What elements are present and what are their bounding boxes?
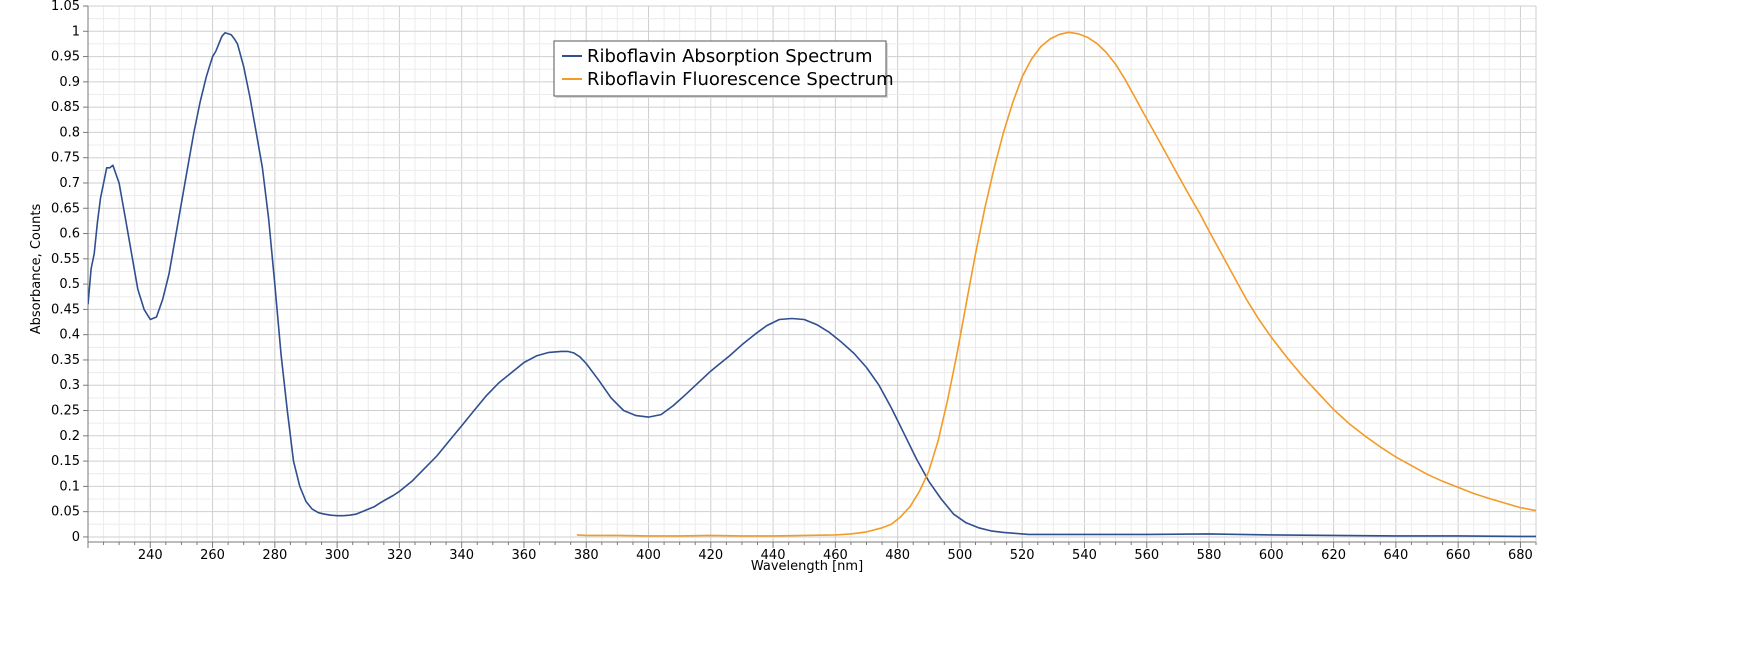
x-axis-ticks: 240 260 280 300 320 340 360 380 400 420 440 460 480 5… bbox=[87, 542, 1537, 563]
y-axis-title: Absorbance, Counts bbox=[29, 204, 44, 335]
axes bbox=[87, 6, 1537, 543]
x-tick-label: 520 bbox=[1010, 548, 1035, 563]
x-tick-label: 280 bbox=[262, 548, 287, 563]
y-tick-label: 0.05 bbox=[51, 505, 80, 520]
x-tick-label: 500 bbox=[947, 548, 972, 563]
y-tick-label: 0.55 bbox=[51, 252, 80, 267]
y-tick-label: 0 bbox=[72, 530, 80, 545]
y-tick-label: 0.65 bbox=[51, 201, 80, 216]
y-tick-label: 0.8 bbox=[59, 125, 80, 140]
x-tick-label: 240 bbox=[138, 548, 163, 563]
x-tick-label: 300 bbox=[325, 548, 350, 563]
y-tick-label: 0.1 bbox=[59, 479, 80, 494]
legend-label: Riboflavin Fluorescence Spectrum bbox=[587, 69, 894, 90]
y-tick-label: 0.6 bbox=[59, 227, 80, 242]
x-tick-label: 340 bbox=[449, 548, 474, 563]
x-tick-label: 560 bbox=[1134, 548, 1159, 563]
y-tick-label: 0.85 bbox=[51, 100, 80, 115]
grid bbox=[88, 5, 1537, 542]
y-axis-ticks: 0 0.05 0.1 0.15 0.2 0.25 0.3 0.35 0.4 0.45 0.5 0.55… bbox=[51, 0, 88, 545]
y-tick-label: 0.45 bbox=[51, 302, 80, 317]
y-tick-label: 0.2 bbox=[59, 429, 80, 444]
x-tick-label: 620 bbox=[1321, 548, 1346, 563]
plot-lines bbox=[88, 31, 1536, 538]
y-tick-label: 0.4 bbox=[59, 328, 80, 343]
y-tick-label: 0.95 bbox=[51, 50, 80, 65]
legend: Riboflavin Absorption SpectrumRiboflavin… bbox=[553, 40, 894, 98]
y-tick-label: 0.5 bbox=[59, 277, 80, 292]
x-tick-label: 260 bbox=[200, 548, 225, 563]
x-tick-label: 580 bbox=[1197, 548, 1222, 563]
y-tick-label: 0.75 bbox=[51, 151, 80, 166]
x-tick-label: 380 bbox=[574, 548, 599, 563]
y-tick-label: 0.3 bbox=[59, 378, 80, 393]
x-tick-label: 460 bbox=[823, 548, 848, 563]
x-tick-label: 680 bbox=[1508, 548, 1533, 563]
y-tick-label: 1 bbox=[72, 24, 80, 39]
x-tick-label: 320 bbox=[387, 548, 412, 563]
x-tick-label: 420 bbox=[698, 548, 723, 563]
x-tick-label: 360 bbox=[512, 548, 537, 563]
fluorescence-series-line bbox=[576, 31, 1536, 537]
x-tick-label: 480 bbox=[885, 548, 910, 563]
y-tick-label: 0.7 bbox=[59, 176, 80, 191]
x-tick-label: 440 bbox=[761, 548, 786, 563]
y-tick-label: 0.9 bbox=[59, 75, 80, 90]
y-tick-label: 0.15 bbox=[51, 454, 80, 469]
x-tick-label: 640 bbox=[1383, 548, 1408, 563]
x-tick-label: 400 bbox=[636, 548, 661, 563]
x-axis-title: Wavelength [nm] bbox=[751, 559, 863, 574]
y-tick-label: 1.05 bbox=[51, 0, 80, 14]
absorption-series-line bbox=[88, 31, 1536, 538]
legend-box bbox=[553, 40, 887, 97]
y-tick-label: 0.25 bbox=[51, 404, 80, 419]
x-tick-label: 660 bbox=[1446, 548, 1471, 563]
x-tick-label: 540 bbox=[1072, 548, 1097, 563]
legend-label: Riboflavin Absorption Spectrum bbox=[587, 46, 872, 67]
y-tick-label: 0.35 bbox=[51, 353, 80, 368]
x-tick-label: 600 bbox=[1259, 548, 1284, 563]
